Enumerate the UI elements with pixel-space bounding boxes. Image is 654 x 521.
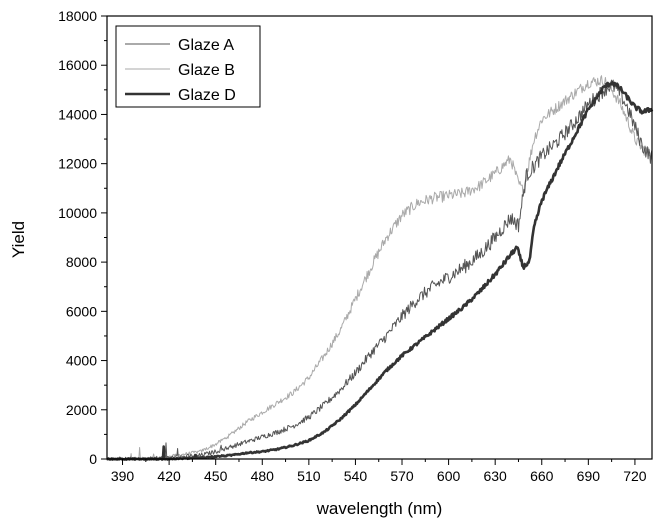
y-tick-label: 18000: [58, 8, 97, 24]
x-axis-title: wavelength (nm): [316, 499, 443, 518]
y-tick-label: 8000: [66, 254, 97, 270]
series-line-glaze-a: [106, 79, 653, 461]
x-tick-label: 540: [344, 468, 368, 484]
series-layer: [106, 75, 654, 461]
y-tick-label: 12000: [58, 156, 97, 172]
y-axis: 0 2000 4000 6000 8000 10000 12000 14000 16000 180…: [58, 8, 107, 467]
x-tick-label: 570: [390, 468, 414, 484]
y-tick-label: 2000: [66, 402, 97, 418]
y-tick-label: 6000: [66, 303, 97, 319]
legend-label: Glaze B: [178, 62, 235, 79]
x-tick-label: 600: [437, 468, 461, 484]
y-tick-label: 10000: [58, 205, 97, 221]
y-tick-label: 16000: [58, 57, 97, 73]
y-tick-label: 0: [89, 451, 97, 467]
y-axis-title: Yield: [9, 221, 28, 258]
x-tick-label: 660: [530, 468, 554, 484]
x-tick-label: 480: [251, 468, 275, 484]
series-line-glaze-d: [106, 81, 654, 461]
legend: Glaze A Glaze B Glaze D: [115, 25, 261, 108]
x-tick-label: 690: [577, 468, 601, 484]
legend-label: Glaze A: [178, 37, 234, 54]
x-tick-label: 510: [297, 468, 321, 484]
x-axis: 390 420 450 480 510 540 570 600 630 660 690 720: [111, 459, 647, 484]
x-tick-label: 720: [623, 468, 647, 484]
series-line-glaze-b: [106, 75, 653, 461]
legend-label: Glaze D: [178, 87, 236, 104]
y-tick-label: 14000: [58, 106, 97, 122]
x-tick-label: 450: [204, 468, 228, 484]
x-tick-label: 390: [111, 468, 135, 484]
x-tick-label: 420: [157, 468, 181, 484]
x-tick-label: 630: [483, 468, 507, 484]
y-tick-label: 4000: [66, 353, 97, 369]
legend-box: [115, 25, 261, 108]
